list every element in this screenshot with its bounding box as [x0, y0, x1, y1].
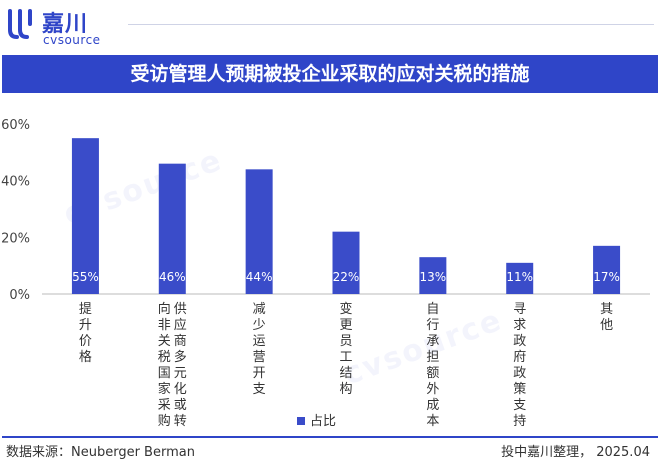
- category-label: 寻: [513, 302, 526, 317]
- header-divider: [128, 24, 654, 25]
- credit-note: 投中嘉川整理， 2025.04: [501, 445, 650, 460]
- category-label: 提: [79, 301, 92, 317]
- category-label: 政: [513, 366, 526, 381]
- category-label: 更: [339, 318, 352, 333]
- category-label: 成: [426, 398, 439, 413]
- category-label: 购: [158, 413, 171, 429]
- legend-swatch: [297, 417, 305, 425]
- data-label: 13%: [420, 270, 447, 284]
- bar: [419, 257, 447, 294]
- data-label: 46%: [159, 270, 186, 284]
- y-tick-label: 20%: [1, 231, 30, 246]
- logo-text-en: cvsource: [43, 33, 101, 47]
- data-label: 22%: [333, 270, 360, 284]
- category-label: 额: [426, 366, 439, 381]
- category-label: 构: [339, 382, 352, 397]
- category-label: 外: [426, 382, 439, 397]
- data-label: 55%: [72, 270, 99, 284]
- category-label: 供: [174, 302, 187, 317]
- category-label: 商: [174, 334, 187, 349]
- data-label: 11%: [506, 270, 533, 284]
- category-label: 税: [158, 350, 171, 365]
- category-label: 少: [253, 318, 266, 333]
- logo-mark-icon: [8, 9, 32, 39]
- category-label: 政: [513, 334, 526, 349]
- category-label: 或: [174, 398, 187, 413]
- legend-label: 占比: [310, 414, 336, 429]
- category-label: 求: [513, 318, 526, 333]
- logo-text-cn: 嘉川: [42, 12, 89, 37]
- category-label: 格: [79, 349, 92, 365]
- category-label: 承: [426, 334, 439, 349]
- category-label: 本: [426, 414, 439, 429]
- category-label: 员: [339, 334, 352, 349]
- category-label: 自: [426, 302, 439, 317]
- category-label: 结: [339, 366, 352, 381]
- logo: 嘉川 cvsource: [6, 6, 126, 47]
- bar: [71, 138, 99, 294]
- category-label: 转: [174, 414, 187, 429]
- y-tick-label: 0%: [9, 288, 30, 303]
- data-label: 17%: [593, 270, 620, 284]
- category-label: 应: [174, 317, 187, 333]
- category-label: 持: [513, 414, 526, 429]
- category-label: 化: [174, 382, 187, 397]
- bar: [332, 231, 360, 294]
- category-label: 担: [426, 350, 439, 365]
- category-label: 开: [253, 366, 266, 381]
- bar: [593, 245, 621, 294]
- category-label: 减: [253, 302, 266, 317]
- category-label: 价: [79, 334, 92, 349]
- category-label: 工: [339, 350, 352, 365]
- category-label: 元: [174, 366, 187, 381]
- source-note: 数据来源：Neuberger Berman: [6, 445, 195, 460]
- category-label: 家: [158, 381, 171, 397]
- data-label: 44%: [246, 270, 273, 284]
- category-label: 他: [600, 318, 613, 333]
- category-label: 其: [600, 302, 613, 317]
- bar: [158, 163, 186, 294]
- category-label: 支: [513, 398, 526, 413]
- bar: [506, 262, 534, 294]
- category-label: 向: [158, 301, 171, 317]
- chart-title: 受访管理人预期被投企业采取的应对关税的措施: [2, 55, 658, 93]
- category-label: 支: [253, 382, 266, 397]
- category-label: 府: [513, 350, 526, 365]
- category-label: 国: [158, 366, 171, 381]
- category-label: 运: [253, 334, 266, 349]
- category-label: 营: [253, 350, 266, 365]
- category-label: 行: [426, 318, 439, 333]
- category-label: 升: [79, 318, 92, 333]
- category-label: 关: [158, 334, 171, 349]
- category-label: 策: [513, 381, 526, 397]
- y-tick-label: 40%: [1, 175, 30, 190]
- category-label: 多: [174, 349, 187, 365]
- category-label: 非: [158, 318, 171, 333]
- bar: [245, 169, 273, 294]
- category-label: 变: [339, 301, 352, 317]
- y-tick-label: 60%: [1, 118, 30, 133]
- footer-divider: [2, 436, 658, 438]
- category-label: 采: [158, 398, 171, 413]
